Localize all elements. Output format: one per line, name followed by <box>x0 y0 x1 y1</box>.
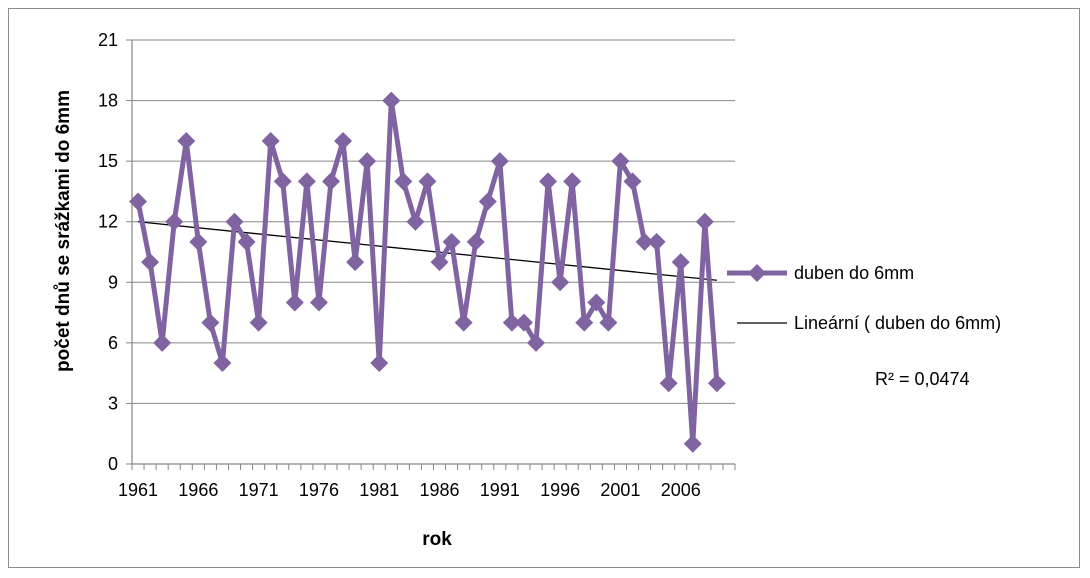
y-tick-label-6: 6 <box>108 333 118 353</box>
y-tick-label-18: 18 <box>98 91 118 111</box>
data-point-1968 <box>213 354 232 373</box>
legend-trendline-label: Lineární ( duben do 6mm) <box>794 313 1001 333</box>
data-point-1961 <box>129 192 148 211</box>
chart-frame: 0 3 6 9 12 15 18 21 1961 1966 1971 1976 1981 1986 199… <box>8 8 1080 568</box>
data-point-1967 <box>201 313 220 332</box>
data-point-1972 <box>261 131 280 150</box>
y-tick-label-9: 9 <box>108 272 118 292</box>
data-point-1973 <box>273 172 292 191</box>
y-tick-labels: 0 3 6 9 12 15 18 21 <box>98 30 118 474</box>
data-point-2002 <box>623 172 642 191</box>
trendline <box>137 221 717 281</box>
data-point-1981 <box>370 354 389 373</box>
legend-series-label: duben do 6mm <box>794 263 914 283</box>
chart-svg: 0 3 6 9 12 15 18 21 1961 1966 1971 1976 1981 1986 199… <box>53 30 1001 550</box>
x-tick-label-1981: 1981 <box>359 480 399 500</box>
data-point-1987 <box>442 232 461 251</box>
data-point-1992 <box>502 313 521 332</box>
x-axis-title: rok <box>422 529 452 550</box>
data-point-1970 <box>237 232 256 251</box>
x-tick-label-1971: 1971 <box>239 480 279 500</box>
data-point-1995 <box>539 172 558 191</box>
x-tick-label-1996: 1996 <box>540 480 580 500</box>
data-point-1988 <box>454 313 473 332</box>
data-point-1975 <box>297 172 316 191</box>
data-point-1998 <box>575 313 594 332</box>
series-group <box>135 98 720 447</box>
data-point-2009 <box>707 374 726 393</box>
x-tick-label-1991: 1991 <box>480 480 520 500</box>
x-tick-labels: 1961 1966 1971 1976 1981 1986 1991 1996 2001 2006 <box>118 480 701 500</box>
legend-series-marker <box>748 264 766 282</box>
data-point-2003 <box>635 232 654 251</box>
y-tick-label-3: 3 <box>108 393 118 413</box>
data-point-1994 <box>527 333 546 352</box>
data-point-1985 <box>418 172 437 191</box>
legend-entry-trendline: Lineární ( duben do 6mm) <box>737 313 1001 333</box>
data-point-1964 <box>165 212 184 231</box>
x-tick-label-1961: 1961 <box>118 480 158 500</box>
data-point-1963 <box>153 333 172 352</box>
data-point-1982 <box>382 91 401 110</box>
data-point-2006 <box>671 253 690 272</box>
data-point-1990 <box>478 192 497 211</box>
x-tick-label-2006: 2006 <box>661 480 701 500</box>
data-point-1976 <box>309 293 328 312</box>
data-point-1979 <box>346 253 365 272</box>
data-point-1986 <box>430 253 449 272</box>
series-line-duben <box>135 98 720 447</box>
data-point-2001 <box>611 152 630 171</box>
data-point-1966 <box>189 232 208 251</box>
data-point-2008 <box>695 212 714 231</box>
data-point-1971 <box>249 313 268 332</box>
r-squared-label: R² = 0,0474 <box>875 369 970 389</box>
data-point-1974 <box>285 293 304 312</box>
data-point-2004 <box>647 232 666 251</box>
y-tick-label-21: 21 <box>98 30 118 50</box>
axes <box>131 40 735 465</box>
y-axis-title: počet dnů se srážkami do 6mm <box>53 90 74 372</box>
x-tick-label-1976: 1976 <box>299 480 339 500</box>
data-point-1997 <box>563 172 582 191</box>
x-tick-label-1986: 1986 <box>420 480 460 500</box>
data-point-1984 <box>406 212 425 231</box>
data-point-1977 <box>321 172 340 191</box>
gridlines <box>126 39 736 470</box>
y-tick-label-15: 15 <box>98 151 118 171</box>
data-point-1991 <box>490 152 509 171</box>
y-tick-label-0: 0 <box>108 454 118 474</box>
data-point-1969 <box>225 212 244 231</box>
data-point-1983 <box>394 172 413 191</box>
data-point-2000 <box>599 313 618 332</box>
trendline-group <box>137 221 717 281</box>
data-point-1989 <box>466 232 485 251</box>
data-point-1962 <box>141 253 160 272</box>
legend: duben do 6mm Lineární ( duben do 6mm) R²… <box>727 263 1001 389</box>
x-tick-label-1966: 1966 <box>178 480 218 500</box>
data-point-1993 <box>514 313 533 332</box>
data-markers <box>129 91 726 453</box>
data-point-1996 <box>551 273 570 292</box>
data-point-1965 <box>177 131 196 150</box>
legend-entry-series: duben do 6mm <box>727 263 914 283</box>
data-point-1978 <box>334 131 353 150</box>
data-point-2007 <box>683 434 702 453</box>
data-point-1999 <box>587 293 606 312</box>
data-point-1980 <box>358 152 377 171</box>
x-tick-label-2001: 2001 <box>600 480 640 500</box>
y-tick-label-12: 12 <box>98 212 118 232</box>
data-point-2005 <box>659 374 678 393</box>
